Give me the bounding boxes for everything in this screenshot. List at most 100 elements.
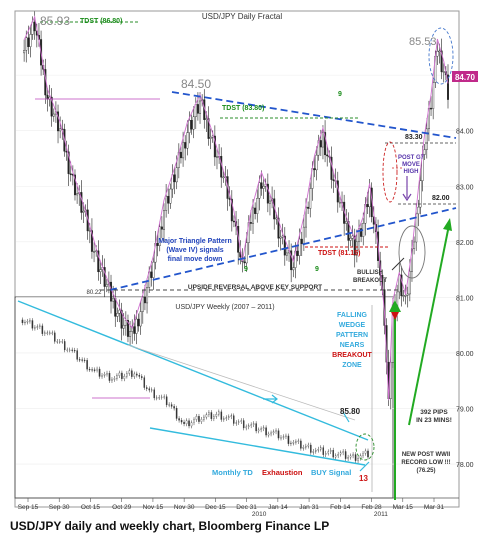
daily-candle-body <box>262 186 265 189</box>
weekly-candle-body <box>113 378 116 380</box>
weekly-candle-body <box>327 451 329 454</box>
weekly-candle-body <box>322 447 325 455</box>
weekly-candle-body <box>183 421 185 425</box>
daily-candle-body <box>389 362 392 400</box>
weekly-candle-body <box>205 414 208 418</box>
daily-candle-body <box>65 151 68 153</box>
year-label-2010: 2010 <box>252 511 267 518</box>
weekly-candle-body <box>255 423 257 432</box>
weekly-candle-body <box>91 369 93 371</box>
green-rally-arrow-right <box>408 224 450 426</box>
daily-y-tick-label: 84.00 <box>456 129 474 136</box>
weekly-candle-body <box>208 412 210 415</box>
weekly-candle-body <box>198 416 200 422</box>
breakout-label: BREAKOUT <box>353 278 387 284</box>
td-count-9-c: 9 <box>315 266 319 273</box>
x-tick-label: Feb 14 <box>330 504 351 511</box>
weekly-candle-body <box>305 445 307 448</box>
weekly-candle-body <box>141 376 143 378</box>
weekly-candle-body <box>61 341 64 343</box>
daily-candle-body <box>73 174 76 196</box>
weekly-candle-body <box>168 404 170 406</box>
weekly-candle-body <box>86 360 88 370</box>
daily-candle-body <box>277 217 280 239</box>
wedge-lower-line <box>149 427 366 466</box>
daily-candle-body <box>135 318 138 334</box>
daily-candle-body <box>165 195 168 211</box>
wedge-label: WEDGE <box>339 322 366 329</box>
daily-candle-body <box>199 100 202 114</box>
daily-candle-body <box>315 154 318 171</box>
daily-overlays <box>35 21 457 291</box>
daily-candle-body <box>179 151 182 159</box>
weekly-candle-body <box>68 349 71 351</box>
daily-candle-body <box>309 188 312 209</box>
daily-candle-body <box>139 311 142 327</box>
daily-candle-body <box>141 296 144 312</box>
daily-candle-body <box>360 228 363 237</box>
daily-candle-body <box>419 180 422 208</box>
daily-candle-body <box>417 206 420 215</box>
record-note-2: RECORD LOW !!! <box>401 460 450 466</box>
daily-candle-body <box>400 274 403 297</box>
weekly-candle-body <box>247 425 250 428</box>
breakout-ellipse <box>398 225 426 279</box>
td-count-9-a: 9 <box>338 91 342 98</box>
weekly-candle-body <box>190 422 193 427</box>
weekly-candle-body <box>83 359 86 361</box>
weekly-candle-body <box>49 332 51 334</box>
daily-candle-body <box>283 235 286 256</box>
record-note-3: (76.25) <box>416 468 435 474</box>
daily-candle-body <box>366 204 369 208</box>
daily-candle-body <box>69 173 72 175</box>
daily-candle-body <box>152 261 155 278</box>
weekly-candle-body <box>334 455 337 458</box>
daily-candle-body <box>52 113 55 117</box>
breakout-arrow <box>391 257 405 271</box>
weekly-candle-body <box>71 349 73 351</box>
weekly-resistance-line <box>127 344 356 421</box>
weekly-candle-body <box>317 448 320 451</box>
buy-signal-label: BUY Signal <box>311 468 351 477</box>
daily-candle-body <box>230 198 233 222</box>
weekly-candle-body <box>357 458 359 461</box>
weekly-candle-body <box>29 320 31 322</box>
weekly-candle-body <box>354 454 357 461</box>
daily-candle-body <box>57 111 60 132</box>
daily-candle-body <box>408 271 411 295</box>
weekly-candle-body <box>267 433 270 436</box>
weekly-candle-body <box>367 450 369 458</box>
daily-candle-body <box>169 188 172 204</box>
daily-candle-body <box>182 142 185 159</box>
weekly-candle-body <box>59 341 61 343</box>
daily-candle-body <box>25 37 28 51</box>
daily-candle-body <box>99 269 102 273</box>
daily-candle-body <box>129 331 132 337</box>
exhaustion-label: Exhaustion <box>262 468 303 477</box>
weekly-candle-body <box>101 375 103 377</box>
daily-moving-average-line <box>23 15 449 401</box>
weekly-candle-body <box>347 457 349 459</box>
weekly-candle-body <box>36 326 39 328</box>
tdst-86-80-label: TDST (86.80) <box>80 18 122 25</box>
triangle-note-3: final move down <box>168 256 223 263</box>
daily-candle-body <box>321 132 324 148</box>
daily-candle-body <box>326 154 329 157</box>
daily-candle-body <box>432 82 435 109</box>
weekly-candle-body <box>155 397 158 399</box>
daily-candle-body <box>307 206 310 209</box>
weekly-candle-body <box>275 430 277 432</box>
triangle-note-1: Major Triangle Pattern <box>158 238 232 245</box>
weekly-candle-body <box>56 341 59 343</box>
weekly-candle-body <box>233 415 235 424</box>
weekly-candle-body <box>245 426 247 429</box>
daily-y-tick-label: 80.00 <box>456 351 474 358</box>
daily-candle-body <box>110 281 113 302</box>
weekly-candle-body <box>223 418 225 420</box>
weekly-candle-body <box>133 373 136 377</box>
daily-candle-body <box>118 309 121 314</box>
weekly-candle-body <box>228 416 230 418</box>
daily-candle-body <box>398 274 401 293</box>
daily-candle-body <box>368 187 371 208</box>
daily-candle-body <box>156 243 159 246</box>
